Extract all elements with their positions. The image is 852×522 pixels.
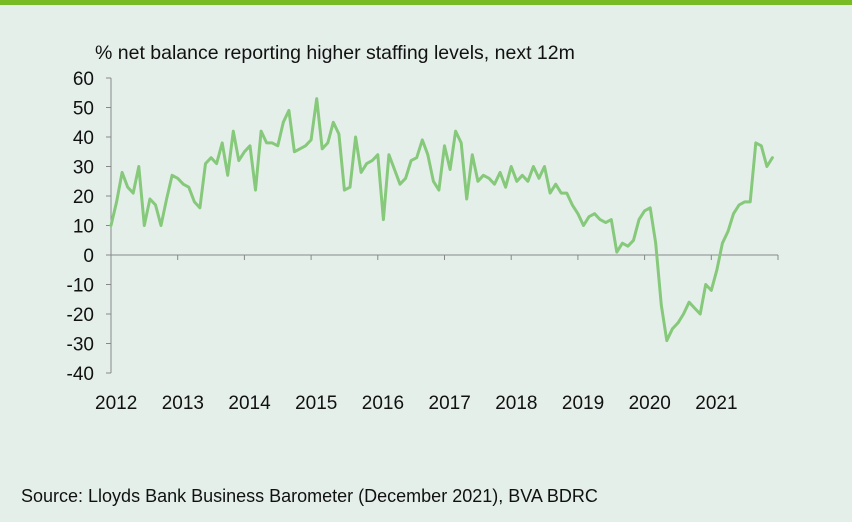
y-tick-label: -30 [67,335,94,356]
x-tick-label: 2018 [495,393,537,414]
top-accent-bar [0,0,852,5]
chart-title: % net balance reporting higher staffing … [95,42,575,64]
x-tick-label: 2021 [695,393,737,414]
x-tick-label: 2016 [362,393,404,414]
y-axis: 60 50 40 30 20 10 0 -10 -20 -30 -40 [67,69,112,385]
x-tick-label: 2015 [295,393,337,414]
y-tick-label: -40 [67,364,94,385]
series-line [109,97,774,343]
source-note: Source: Lloyds Bank Business Barometer (… [21,486,598,506]
x-tick-label: 2017 [429,393,471,414]
y-tick-label: 20 [73,187,94,208]
plot-area [109,97,774,343]
x-tick-label: 2019 [562,393,604,414]
x-tick-label: 2020 [629,393,671,414]
y-tick-label: 0 [83,246,94,267]
x-tick-label: 2014 [228,393,271,414]
y-tick-label: 10 [73,217,94,238]
y-tick-label: 50 [73,99,94,120]
y-tick-label: 60 [73,69,94,90]
y-tick-label: 40 [73,128,94,149]
x-tick-label: 2012 [95,393,137,414]
x-tick-label: 2013 [162,393,204,414]
y-tick-label: -10 [67,276,94,297]
y-tick-label: 30 [73,158,94,179]
x-axis: 2012 2013 2014 2015 2016 2017 2018 2019 2020 2021 [95,254,779,414]
line-chart: % net balance reporting higher staffing … [67,42,779,414]
y-tick-label: -20 [67,305,94,326]
